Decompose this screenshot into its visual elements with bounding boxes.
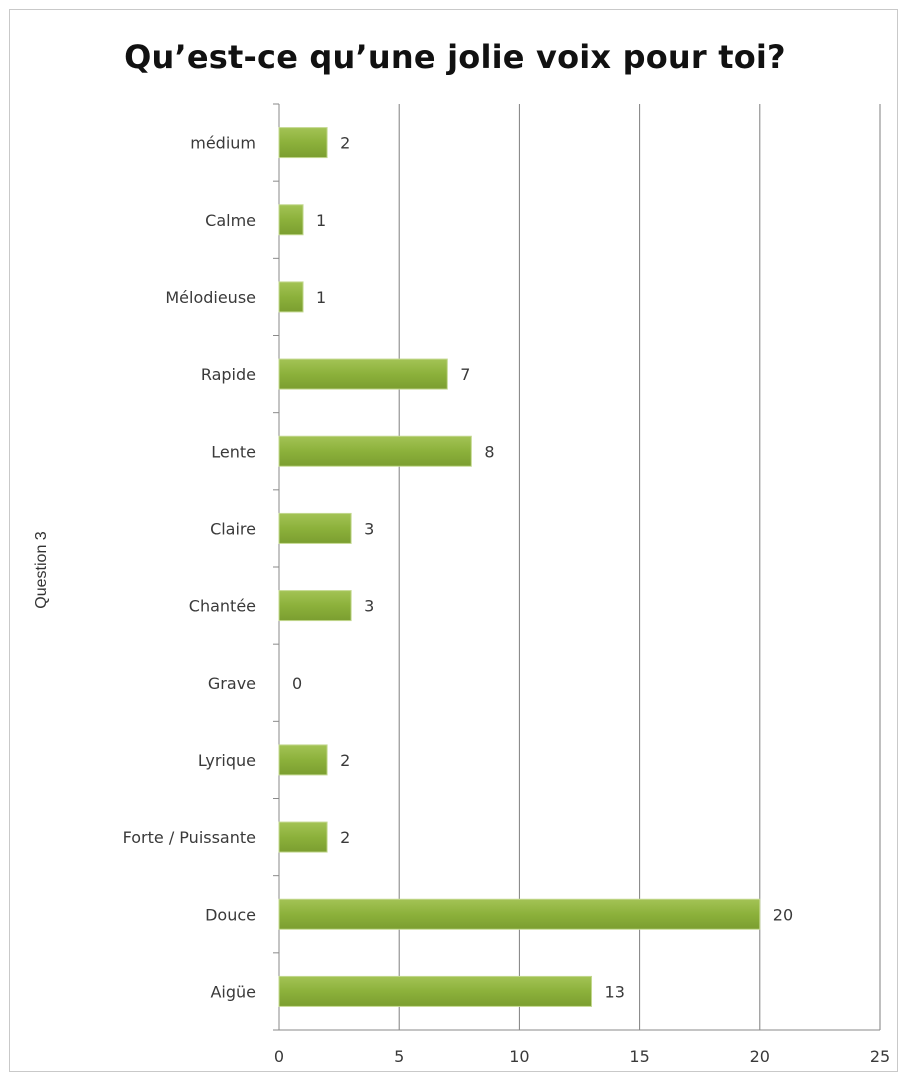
data-label: 1 [316, 288, 326, 307]
category-label: Douce [205, 905, 256, 924]
bar-9 [278, 821, 328, 853]
data-label: 13 [605, 982, 625, 1001]
bar-4 [278, 435, 472, 467]
x-tick-label: 5 [394, 1047, 404, 1066]
bar-5 [278, 512, 352, 544]
x-tick-label: 15 [629, 1047, 649, 1066]
data-label: 2 [340, 751, 350, 770]
x-tick-label: 0 [274, 1047, 284, 1066]
data-label: 3 [364, 519, 374, 538]
category-label: Grave [208, 674, 256, 693]
category-label: Mélodieuse [165, 288, 256, 307]
category-label: Lyrique [198, 751, 256, 770]
category-label: Aigüe [210, 982, 256, 1001]
x-tick-label: 10 [509, 1047, 529, 1066]
data-label: 2 [340, 828, 350, 847]
category-label: Calme [205, 211, 256, 230]
bar-8 [278, 744, 328, 776]
bar-0 [278, 127, 328, 159]
category-label: Chantée [189, 597, 256, 616]
x-tick-label: 25 [870, 1047, 890, 1066]
bar-2 [278, 281, 304, 313]
bars [278, 127, 761, 1007]
category-label: Claire [210, 519, 256, 538]
chart-frame [9, 9, 898, 1072]
chart-title: Qu’est-ce qu’une jolie voix pour toi? [124, 38, 786, 76]
data-label: 8 [484, 442, 494, 461]
gridlines [273, 103, 881, 1031]
category-label: Forte / Puissante [123, 828, 256, 847]
data-label: 3 [364, 597, 374, 616]
data-label: 0 [292, 674, 302, 693]
category-label: Rapide [201, 365, 256, 384]
bar-1 [278, 204, 304, 236]
bar-11 [278, 975, 593, 1007]
data-label: 1 [316, 211, 326, 230]
x-tick-label: 20 [750, 1047, 770, 1066]
data-label: 7 [460, 365, 470, 384]
bar-6 [278, 590, 352, 622]
data-label: 20 [773, 905, 793, 924]
bar-10 [278, 898, 761, 930]
bar-3 [278, 358, 448, 390]
category-label: Lente [211, 442, 256, 461]
data-label: 2 [340, 134, 350, 153]
category-label: médium [190, 134, 256, 153]
